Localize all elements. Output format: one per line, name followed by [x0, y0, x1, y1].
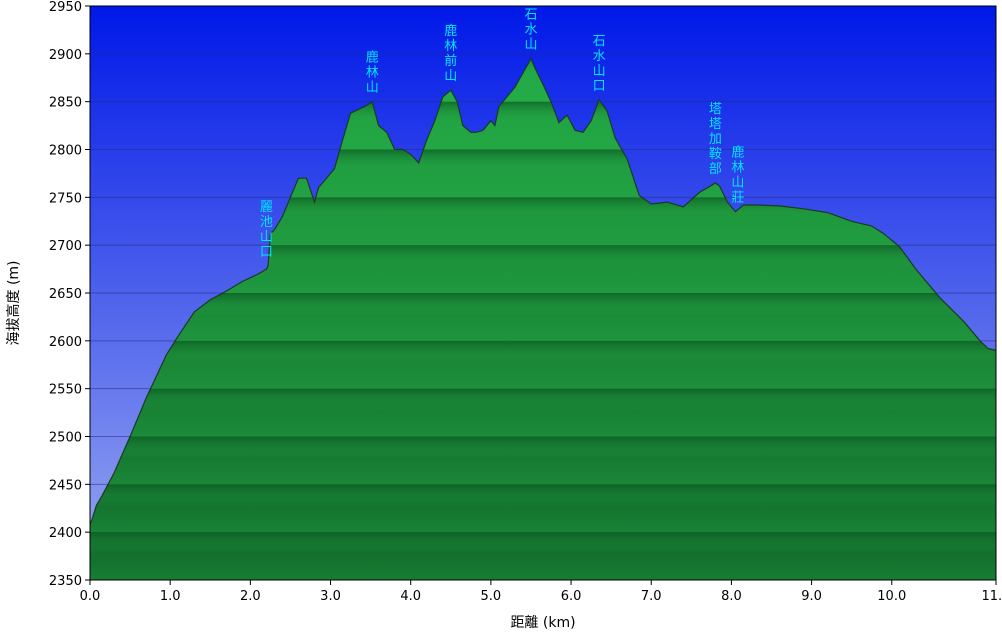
- x-tick-label: 1.0: [160, 589, 181, 604]
- x-axis-title: 距離 (km): [510, 614, 575, 631]
- area-band: [90, 293, 996, 341]
- y-tick-label: 2750: [49, 191, 82, 206]
- y-tick-label: 2950: [49, 0, 82, 15]
- peak-label: 石水山口: [593, 34, 606, 94]
- y-tick-label: 2900: [49, 48, 82, 63]
- peak-label: 塔塔加鞍部: [709, 102, 722, 177]
- y-tick-label: 2550: [49, 383, 82, 398]
- y-tick-label: 2350: [49, 574, 82, 589]
- area-band: [90, 388, 996, 437]
- peak-label: 鹿林前山: [444, 23, 457, 84]
- x-tick-label: 0.0: [80, 589, 101, 604]
- x-tick-label: 3.0: [320, 589, 341, 604]
- x-tick-label: 9.0: [801, 589, 822, 604]
- x-tick-label: 10.0: [877, 589, 906, 604]
- x-tick-label: 4.0: [400, 589, 421, 604]
- peak-label: 麗池山口: [260, 200, 273, 260]
- y-tick-label: 2500: [49, 431, 82, 446]
- y-tick-label: 2850: [49, 96, 82, 111]
- x-tick-label: 8.0: [721, 589, 742, 604]
- elevation-line: [90, 57, 996, 525]
- peak-label: 鹿林山莊: [731, 145, 744, 206]
- peak-label: 鹿林山: [366, 50, 379, 96]
- x-tick-label: 6.0: [561, 589, 582, 604]
- peak-label: 石水山: [524, 8, 537, 53]
- y-axis-ticks: 2350 2400 2450 2500 2550 2600 2650 2700 2750 2800…: [49, 0, 90, 589]
- area-band: [90, 532, 996, 580]
- x-axis-ticks: 0.0 1.0 2.0 3.0 4.0 5.0 6.0 7.0 8.0 9.0 10.0 11.2: [80, 580, 1002, 604]
- y-axis-title: 海拔高度 (m): [5, 260, 22, 345]
- y-tick-label: 2400: [49, 526, 82, 541]
- x-tick-label: 2.0: [240, 589, 261, 604]
- peak-labels: 麗池山口 鹿林山 鹿林前山 石水山石水山口塔塔加鞍部鹿林山莊: [260, 8, 744, 261]
- y-tick-label: 2600: [49, 335, 82, 350]
- area-band: [90, 484, 996, 533]
- x-tick-label: 7.0: [641, 589, 662, 604]
- area-band: [90, 340, 996, 389]
- y-tick-label: 2650: [49, 287, 82, 302]
- y-tick-label: 2450: [49, 478, 82, 493]
- x-tick-label: 11.2: [982, 589, 1002, 604]
- y-tick-label: 2700: [49, 239, 82, 254]
- y-tick-label: 2800: [49, 144, 82, 159]
- area-band: [90, 436, 996, 485]
- x-tick-label: 5.0: [481, 589, 502, 604]
